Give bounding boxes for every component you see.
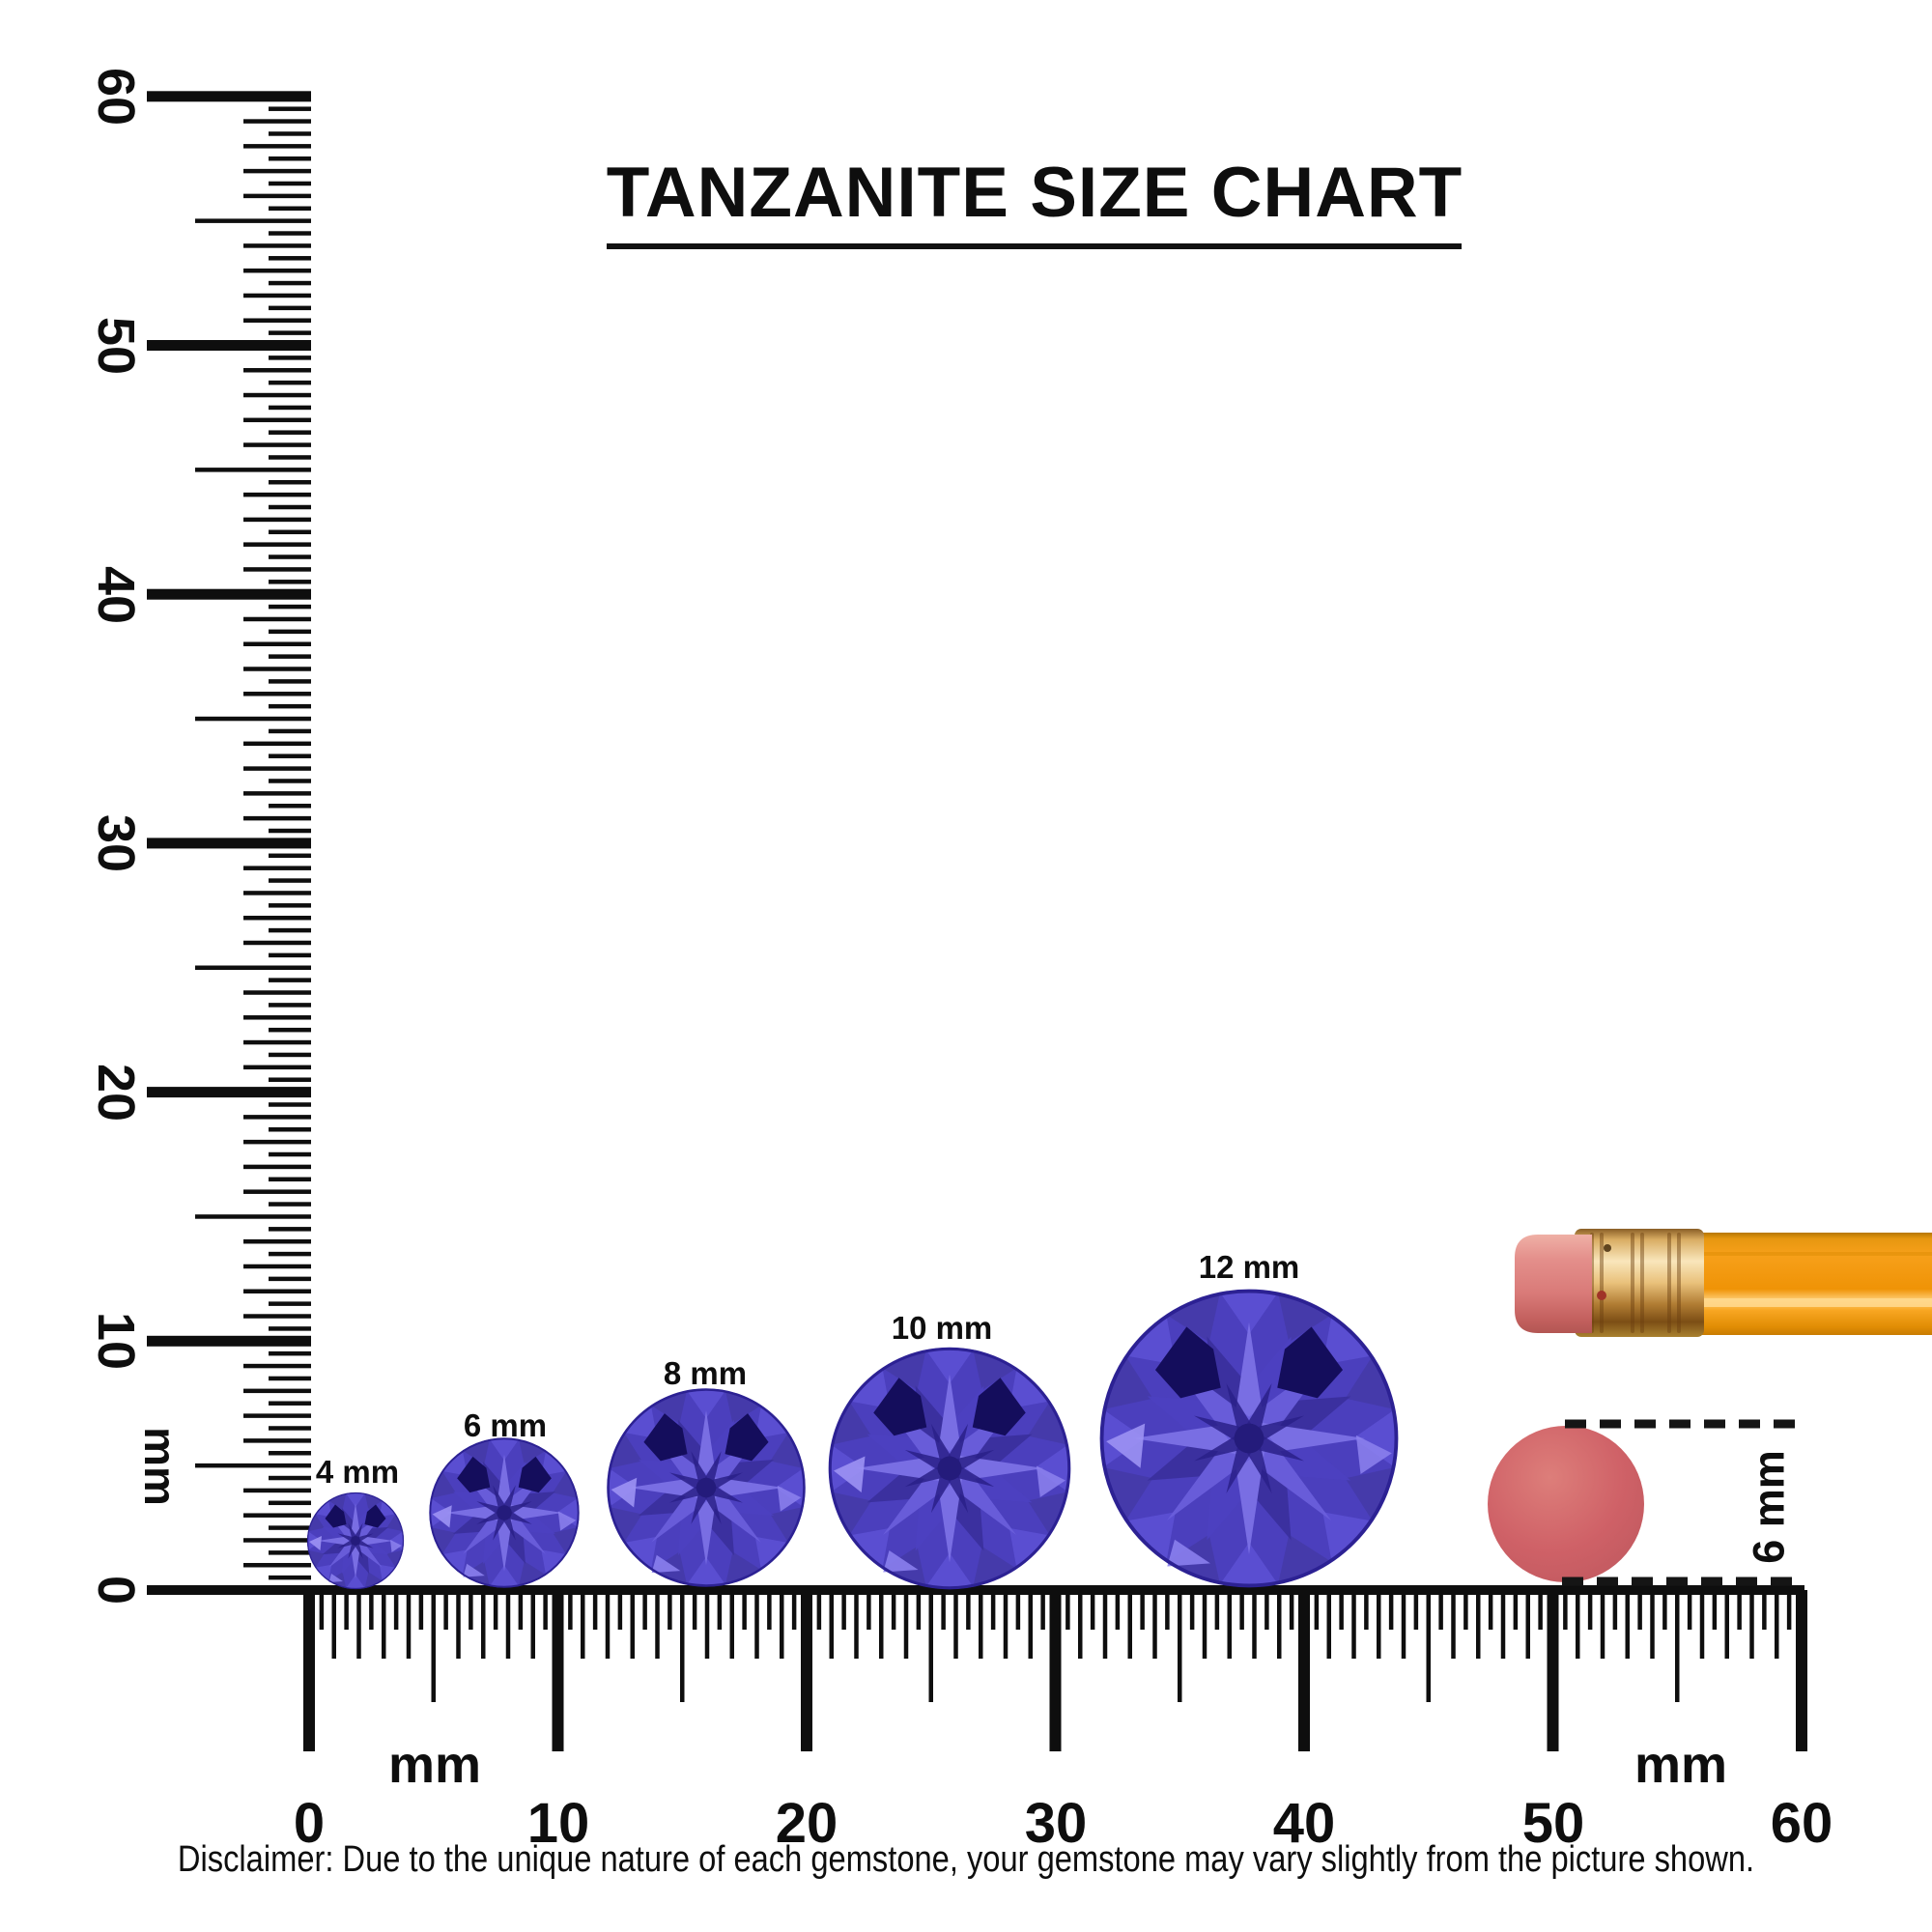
gem-4mm [306,1492,405,1590]
h-ruler-label-50: 50 [1522,1792,1585,1855]
v-ruler-label-50: 50 [87,317,145,375]
title-underline [607,243,1462,249]
vertical-ruler-labels: 0 10 20 30 40 50 60 mm [87,68,185,1605]
gem-labels: 4 mm 6 mm 8 mm 10 mm 12 mm [316,1249,1299,1490]
h-ruler-unit-label-right: mm [1634,1736,1727,1794]
gem-label-10mm: 10 mm [892,1310,993,1346]
horizontal-ruler-labels: 0 10 20 30 40 50 60 mm mm [294,1736,1833,1855]
gem-12mm [1098,1288,1400,1589]
h-ruler-label-40: 40 [1273,1792,1336,1855]
pencil-barrel [1700,1233,1932,1335]
h-ruler-label-30: 30 [1025,1792,1088,1855]
disclaimer-text: Disclaimer: Due to the unique nature of … [178,1838,1754,1880]
v-ruler-label-20: 20 [87,1064,145,1122]
vertical-ruler-ticks [147,91,311,1580]
ruler-baseline [147,1585,1804,1595]
gem-6mm [428,1436,581,1589]
pencil-barrel-facet-dark [1700,1252,1932,1256]
pencil-ferrule [1575,1229,1704,1337]
pencil-eraser [1515,1235,1592,1333]
h-ruler-unit-label-left: mm [388,1736,481,1794]
h-ruler-label-20: 20 [776,1792,838,1855]
h-ruler-label-0: 0 [294,1792,325,1855]
eraser-size-label: 6 mm [1745,1450,1794,1564]
page-title: TANZANITE SIZE CHART [607,154,1463,232]
v-ruler-label-60: 60 [87,68,145,126]
horizontal-ruler-ticks [303,1590,1807,1751]
gem-label-8mm: 8 mm [664,1355,747,1391]
gem-label-6mm: 6 mm [464,1407,547,1443]
h-ruler-label-10: 10 [527,1792,590,1855]
pencil-barrel-facet-light [1700,1298,1932,1307]
pencil-ferrule-rivet-top [1604,1244,1611,1252]
gem-label-12mm: 12 mm [1199,1249,1300,1285]
h-ruler-label-60: 60 [1771,1792,1833,1855]
gem-8mm [606,1387,807,1588]
pencil-ferrule-rivet-red [1597,1291,1606,1300]
v-ruler-label-40: 40 [87,566,145,624]
v-ruler-label-0: 0 [87,1576,145,1605]
v-ruler-unit-label: mm [135,1427,185,1506]
eraser-circle [1488,1426,1644,1582]
gem-label-4mm: 4 mm [316,1454,399,1490]
gem-10mm [827,1346,1072,1591]
eraser-reference: 6 mm [1488,1419,1795,1586]
pencil [1515,1229,1932,1337]
v-ruler-label-30: 30 [87,814,145,872]
v-ruler-label-10: 10 [87,1312,145,1370]
